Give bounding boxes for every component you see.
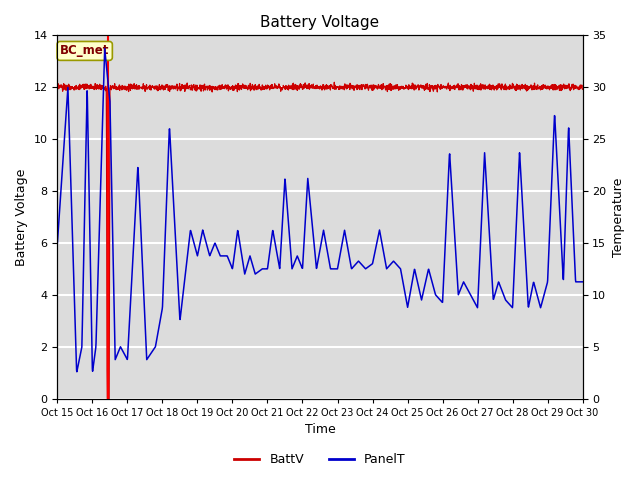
Legend: BattV, PanelT: BattV, PanelT [229, 448, 411, 471]
Title: Battery Voltage: Battery Voltage [260, 15, 380, 30]
Y-axis label: Temperature: Temperature [612, 177, 625, 257]
X-axis label: Time: Time [305, 423, 335, 436]
Y-axis label: Battery Voltage: Battery Voltage [15, 168, 28, 265]
Text: BC_met: BC_met [60, 45, 109, 58]
